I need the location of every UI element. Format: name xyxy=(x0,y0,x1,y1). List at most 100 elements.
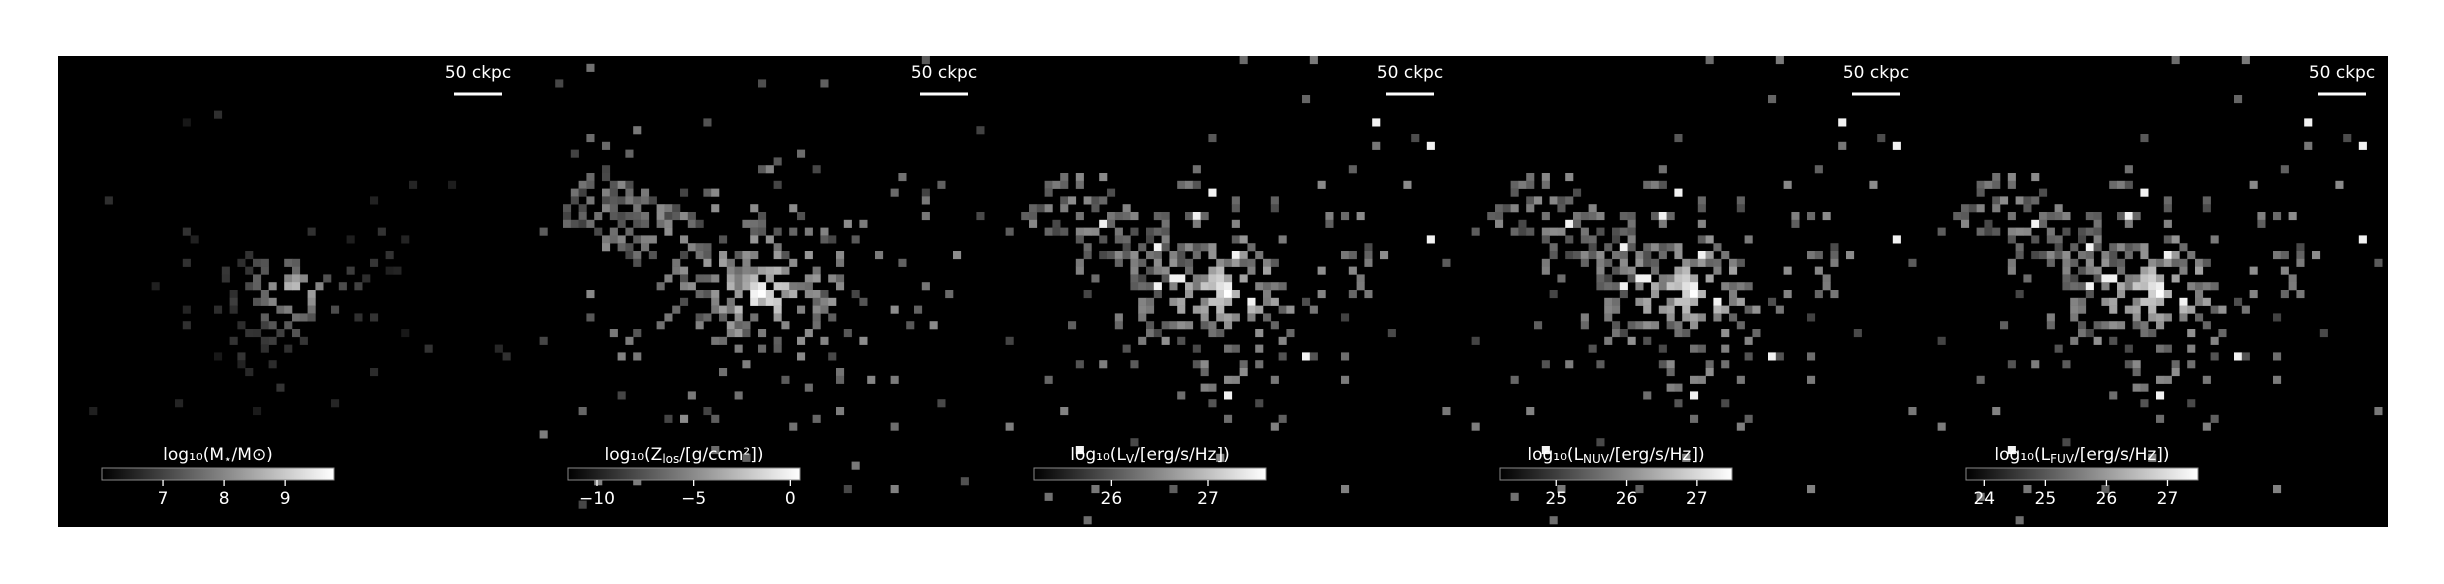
pixel xyxy=(2132,360,2141,369)
pixel xyxy=(1612,305,1621,314)
pixel xyxy=(586,290,595,299)
pixel xyxy=(1130,274,1139,283)
pixel xyxy=(586,313,595,322)
pixel xyxy=(1138,336,1147,345)
pixel xyxy=(726,282,735,291)
pixel xyxy=(1588,212,1597,221)
pixel xyxy=(1510,375,1519,384)
pixel xyxy=(617,352,626,361)
pixel xyxy=(1635,258,1644,267)
pixel xyxy=(672,258,681,267)
pixel xyxy=(773,180,782,189)
pixel xyxy=(2210,414,2219,423)
pixel xyxy=(1573,251,1582,260)
pixel xyxy=(719,235,728,244)
pixel xyxy=(1122,212,1131,221)
pixel xyxy=(2273,251,2282,260)
pixel xyxy=(1775,352,1784,361)
pixel xyxy=(1674,251,1683,260)
pixel xyxy=(1565,251,1574,260)
pixel xyxy=(2163,290,2172,299)
pixel xyxy=(921,282,930,291)
pixel xyxy=(1736,258,1745,267)
pixel xyxy=(719,336,728,345)
pixel xyxy=(1744,282,1753,291)
pixel xyxy=(1619,251,1628,260)
pixel xyxy=(2280,266,2289,275)
pixel xyxy=(1114,227,1123,236)
pixel xyxy=(1130,266,1139,275)
pixel xyxy=(578,180,587,189)
pixel xyxy=(2335,180,2344,189)
pixel xyxy=(1783,266,1792,275)
pixel xyxy=(797,212,806,221)
pixel xyxy=(2031,360,2040,369)
pixel xyxy=(1185,243,1194,252)
pixel xyxy=(2070,305,2079,314)
pixel xyxy=(237,360,246,369)
pixel xyxy=(2163,375,2172,384)
pixel xyxy=(229,290,238,299)
pixel xyxy=(890,375,899,384)
pixel xyxy=(812,321,821,330)
pixel xyxy=(2000,196,2009,205)
pixel xyxy=(1619,329,1628,338)
pixel xyxy=(765,274,774,283)
pixel xyxy=(1302,95,1311,104)
pixel xyxy=(625,149,634,158)
pixel xyxy=(2179,243,2188,252)
pixel xyxy=(859,336,868,345)
pixel xyxy=(633,212,642,221)
pixel xyxy=(2280,290,2289,299)
pixel xyxy=(1976,375,1985,384)
pixel xyxy=(1976,204,1985,213)
pixel xyxy=(1177,258,1186,267)
pixel xyxy=(2179,297,2188,306)
pixel xyxy=(284,344,293,353)
pixel xyxy=(789,422,798,431)
pixel xyxy=(1580,235,1589,244)
pixel xyxy=(742,453,751,462)
pixel xyxy=(1263,297,1272,306)
colorbar-label: log₁₀(LNUV/[erg/s/Hz]) xyxy=(1527,445,1704,466)
pixel xyxy=(2156,297,2165,306)
pixel xyxy=(2358,141,2367,150)
pixel xyxy=(1495,212,1504,221)
pixel xyxy=(2085,251,2094,260)
pixel xyxy=(1619,227,1628,236)
pixel xyxy=(2062,227,2071,236)
pixel xyxy=(2132,297,2141,306)
pixel xyxy=(1153,212,1162,221)
pixel xyxy=(1146,329,1155,338)
pixel xyxy=(890,485,899,494)
pixel xyxy=(2171,235,2180,244)
panel: 50 ckpc log₁₀(M⋆/M⊙) 7 8 9 xyxy=(89,63,511,509)
pixel xyxy=(2085,290,2094,299)
pixel xyxy=(773,297,782,306)
pixel xyxy=(703,243,712,252)
pixel xyxy=(1807,485,1816,494)
pixel xyxy=(2132,368,2141,377)
pixel xyxy=(1651,180,1660,189)
pixel xyxy=(1138,243,1147,252)
pixel xyxy=(1612,251,1621,260)
pixel xyxy=(502,352,511,361)
pixel xyxy=(921,188,930,197)
pixel xyxy=(2093,336,2102,345)
pixel xyxy=(1869,180,1878,189)
pixel xyxy=(214,352,223,361)
pixel xyxy=(1791,219,1800,228)
colorbar-tick-label: 27 xyxy=(2157,489,2179,509)
colorbar-tick-label: −5 xyxy=(681,489,706,509)
pixel xyxy=(1744,352,1753,361)
pixel xyxy=(1200,212,1209,221)
pixel xyxy=(1604,305,1613,314)
pixel xyxy=(1255,329,1264,338)
pixel xyxy=(237,258,246,267)
pixel xyxy=(1510,204,1519,213)
label-sub: ⋆ xyxy=(224,452,232,466)
pixel xyxy=(1612,266,1621,275)
pixel xyxy=(726,305,735,314)
pixel xyxy=(1541,258,1550,267)
pixel xyxy=(494,344,503,353)
